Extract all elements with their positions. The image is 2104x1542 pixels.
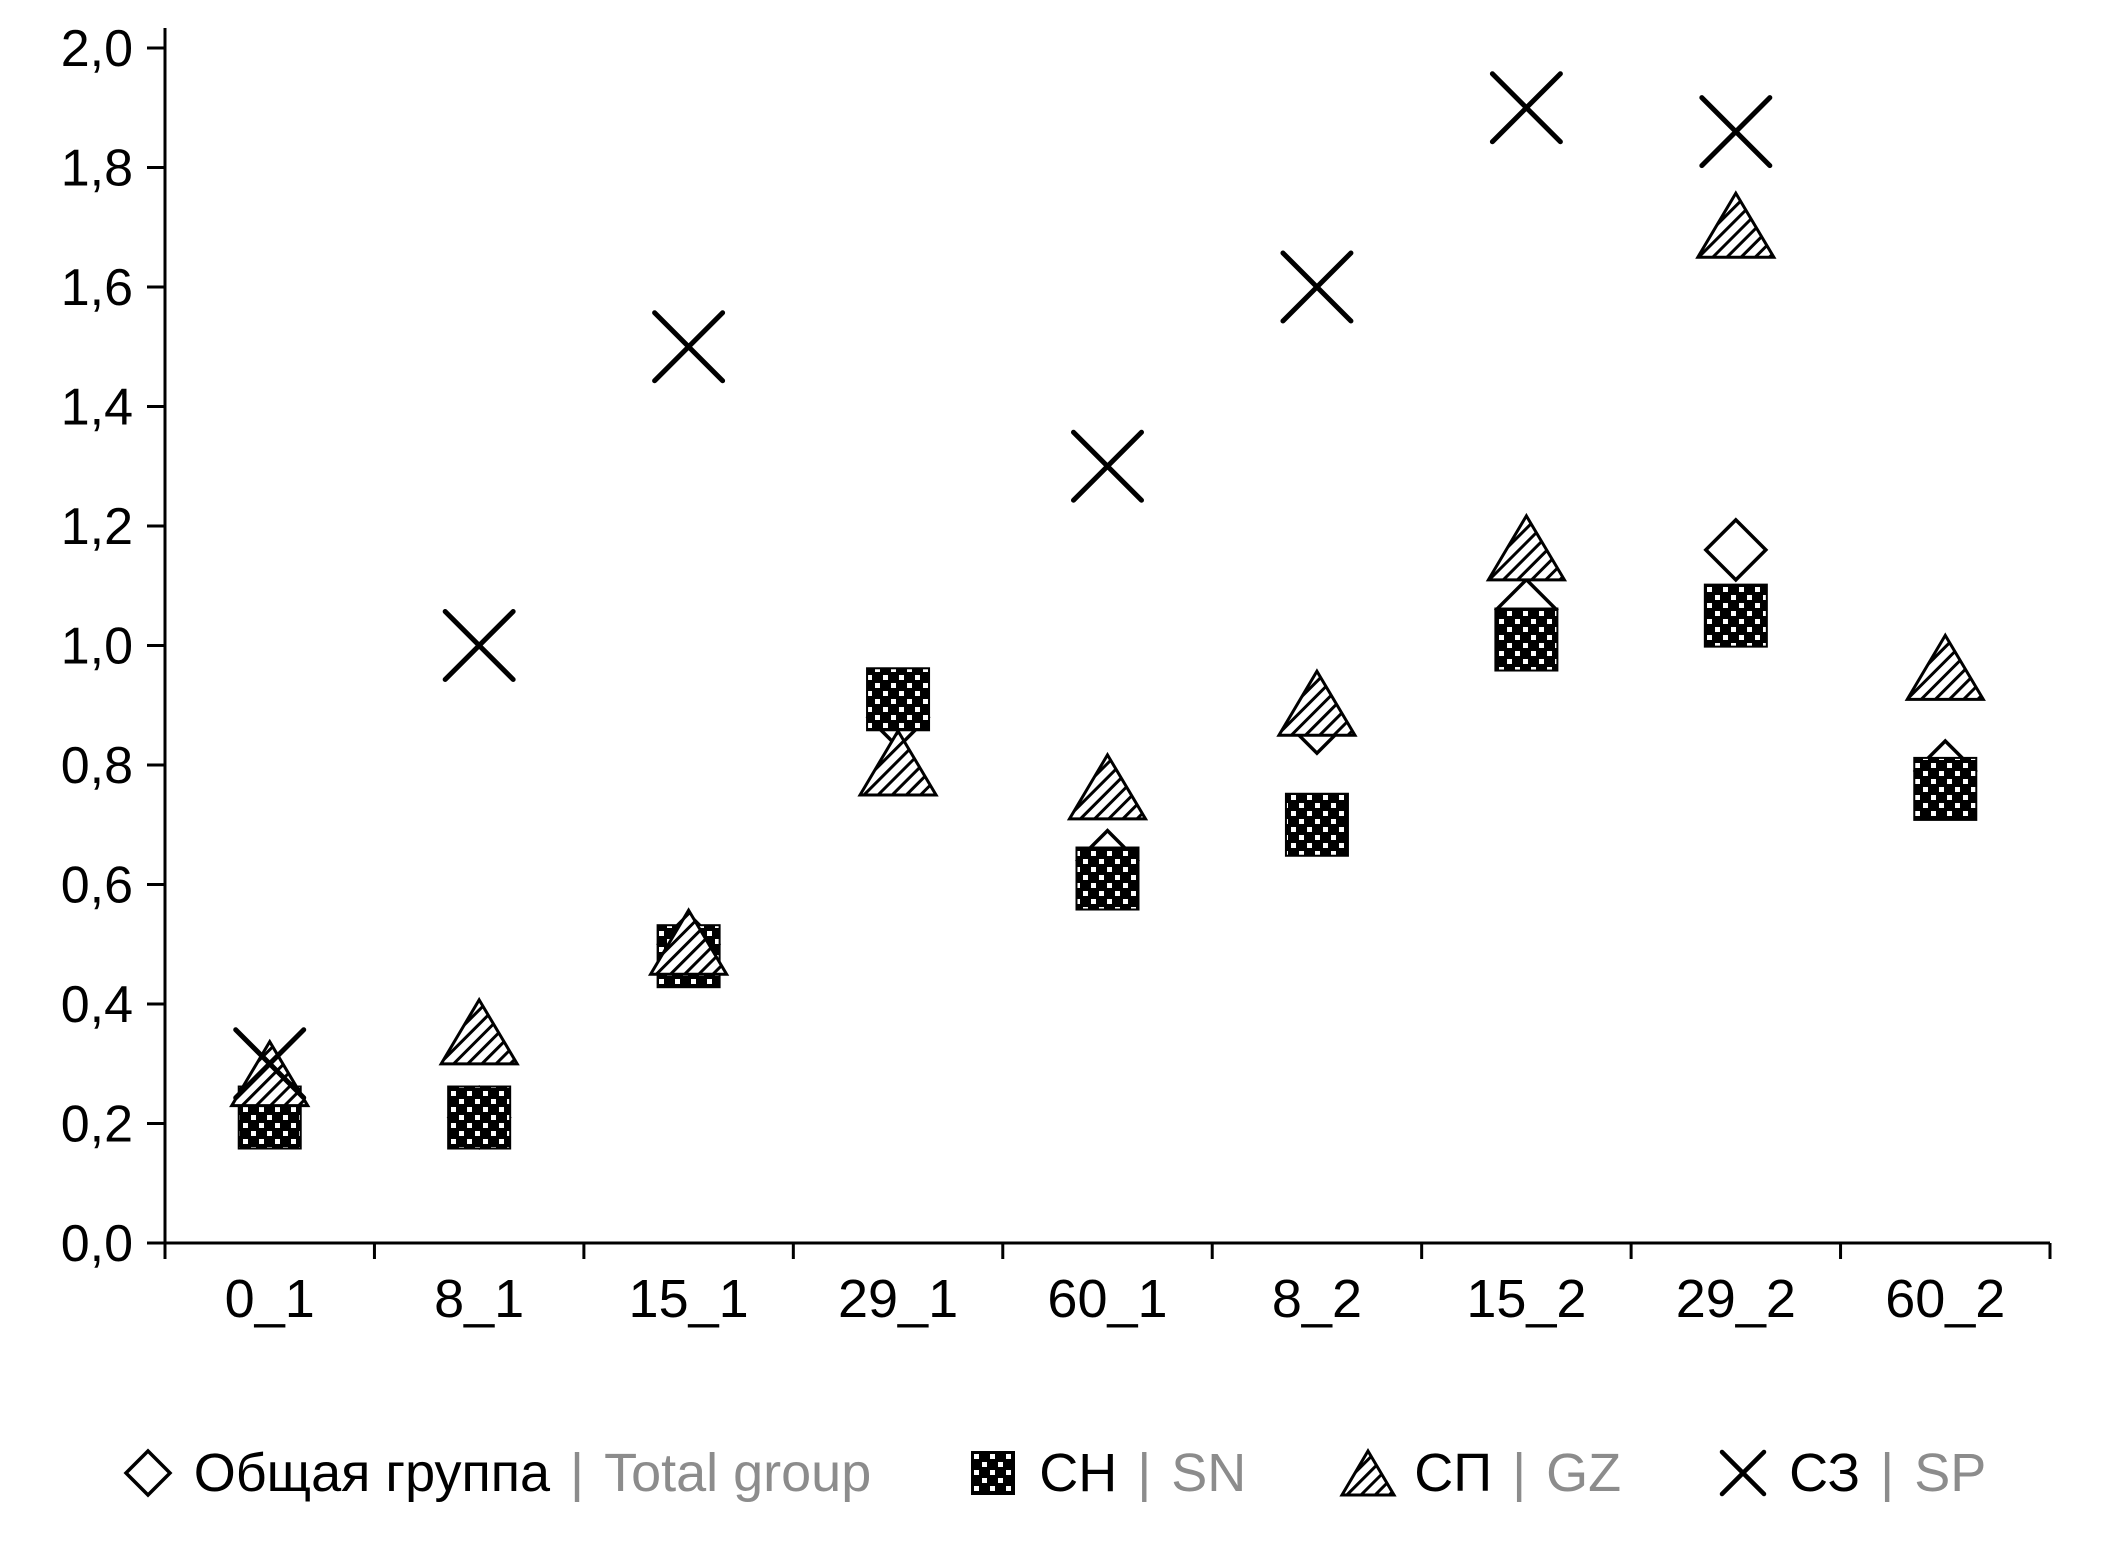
y-tick-label: 0,4: [61, 976, 133, 1034]
legend-label-en-sp: SP: [1914, 1443, 1987, 1503]
y-tick-label: 0,8: [61, 737, 133, 795]
x-tick-label: 29_1: [838, 1269, 958, 1329]
y-tick-label: 1,6: [61, 259, 133, 317]
series-sn: [237, 583, 1978, 1150]
x-tick-label: 60_2: [1885, 1269, 2005, 1329]
legend-item-sn: СН | SN: [963, 1442, 1246, 1504]
legend-label-en-total-group: Total group: [604, 1443, 872, 1503]
y-tick-label: 2,0: [61, 20, 133, 78]
sn-marker-icon: [971, 1451, 1016, 1495]
gz-marker-icon: [1339, 1448, 1397, 1497]
y-tick-label: 1,2: [61, 498, 133, 556]
x-tick-label: 8_1: [434, 1269, 524, 1329]
x-tick-label: 0_1: [225, 1269, 315, 1329]
legend-label-en-sn: SN: [1171, 1443, 1247, 1503]
legend-label-ru-sp: СЗ: [1789, 1443, 1861, 1503]
chart-legend: Общая группа | Total group СН | SN СП | GZ СЗ | SP: [0, 1418, 2104, 1528]
y-tick-label: 1,4: [61, 379, 133, 437]
legend-item-total-group: Общая группа | Total group: [118, 1442, 872, 1504]
x-tick-label: 15_2: [1466, 1269, 1586, 1329]
legend-separator: |: [1512, 1443, 1527, 1503]
y-tick-label: 1,0: [61, 618, 133, 676]
legend-separator: |: [1880, 1443, 1895, 1503]
x-tick-label: 60_1: [1047, 1269, 1167, 1329]
y-axis: 0,0 0,2 0,4 0,6 0,8 1,0 1,2 1,4 1,6 1,8 2,0: [61, 20, 167, 1273]
legend-label-ru-gz: СП: [1414, 1443, 1493, 1503]
series-sp: [233, 71, 1773, 1101]
legend-separator: |: [570, 1443, 585, 1503]
y-tick-label: 1,8: [61, 140, 133, 198]
legend-label-ru-sn: СН: [1039, 1443, 1118, 1503]
x-tick-label: 8_2: [1272, 1269, 1362, 1329]
legend-label-ru-total-group: Общая группа: [193, 1443, 551, 1503]
x-tick-label: 15_1: [629, 1269, 749, 1329]
sp-marker-icon: [1719, 1449, 1767, 1497]
x-tick-label: 29_2: [1676, 1269, 1796, 1329]
legend-item-gz: СП | GZ: [1338, 1442, 1621, 1504]
y-tick-label: 0,0: [61, 1215, 133, 1273]
total-group-marker-icon: [123, 1448, 173, 1498]
legend-item-sp: СЗ | SP: [1713, 1442, 1986, 1504]
legend-label-en-gz: GZ: [1546, 1443, 1622, 1503]
scatter-plot: 0,0 0,2 0,4 0,6 0,8 1,0 1,2 1,4 1,6 1,8 2,0 0_1 8_1 1…: [61, 20, 2052, 1329]
x-axis: 0_1 8_1 15_1 29_1 60_1 8_2 15_2 29_2 60_2: [163, 1241, 2052, 1329]
legend-separator: |: [1137, 1443, 1152, 1503]
series-gz: [229, 190, 1986, 1108]
y-tick-label: 0,2: [61, 1096, 133, 1154]
y-tick-label: 0,6: [61, 857, 133, 915]
